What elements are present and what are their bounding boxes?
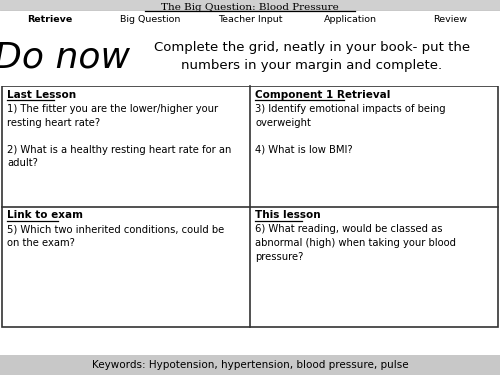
Bar	[128, 33, 496, 81]
Bar	[0, 0, 500, 27]
Bar	[300, 11, 400, 27]
Bar	[200, 11, 300, 27]
Bar	[400, 11, 500, 27]
Text: Retrieve: Retrieve	[28, 15, 72, 24]
Bar	[0, 355, 500, 375]
Text: 3) Identify emotional impacts of being
overweight

4) What is low BMI?: 3) Identify emotional impacts of being o…	[255, 104, 446, 155]
Text: 6) What reading, would be classed as
abnormal (high) when taking your blood
pres: 6) What reading, would be classed as abn…	[255, 225, 456, 262]
Text: Application: Application	[324, 15, 376, 24]
Text: 1) The fitter you are the lower/higher your
resting heart rate?

2) What is a he: 1) The fitter you are the lower/higher y…	[7, 104, 232, 168]
Text: Big Question: Big Question	[120, 15, 180, 24]
Bar	[0, 83, 500, 86]
Bar	[0, 11, 500, 83]
Text: This lesson: This lesson	[255, 210, 320, 220]
Text: 5) Which two inherited conditions, could be
on the exam?: 5) Which two inherited conditions, could…	[7, 225, 224, 248]
Text: Keywords: Hypotension, hypertension, blood pressure, pulse: Keywords: Hypotension, hypertension, blo…	[92, 360, 408, 370]
Text: Do now: Do now	[0, 40, 130, 74]
Bar	[0, 31, 500, 83]
Text: Link to exam: Link to exam	[7, 210, 83, 220]
Text: Complete the grid, neatly in your book- put the
numbers in your margin and compl: Complete the grid, neatly in your book- …	[154, 42, 470, 72]
Text: Teacher Input: Teacher Input	[218, 15, 282, 24]
Text: Review: Review	[433, 15, 467, 24]
Bar	[0, 11, 100, 27]
Bar	[2, 86, 498, 327]
Text: Last Lesson: Last Lesson	[7, 90, 76, 100]
Text: Component 1 Retrieval: Component 1 Retrieval	[255, 90, 390, 100]
Bar	[2, 86, 498, 327]
Text: The Big Question: Blood Pressure: The Big Question: Blood Pressure	[161, 3, 339, 12]
Bar	[100, 11, 200, 27]
